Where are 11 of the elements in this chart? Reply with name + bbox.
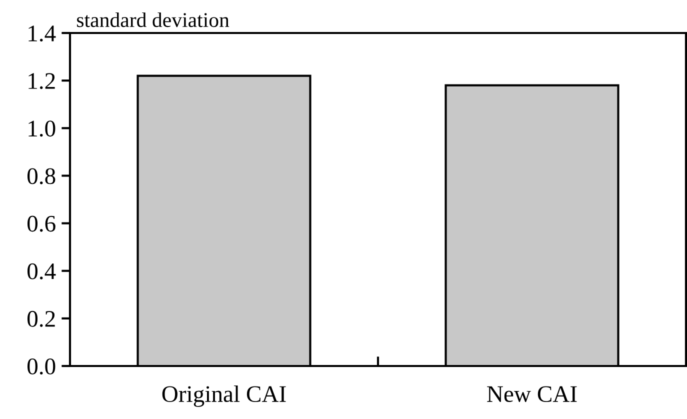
- x-tick-label: Original CAI: [162, 385, 286, 407]
- y-tick-label: 1.4: [28, 26, 56, 42]
- y-tick-label: 0.2: [27, 310, 55, 327]
- y-tick-label: 0.0: [27, 358, 56, 375]
- x-tick-label: New CAI: [487, 386, 577, 402]
- y-tick-label: 0.4: [27, 263, 56, 280]
- y-axis-title: standard deviation: [77, 12, 230, 28]
- y-tick-label: 0.8: [27, 168, 56, 184]
- y-tick-label: 1.2: [28, 73, 55, 90]
- y-tick-label: 1.0: [28, 120, 56, 137]
- y-tick-label: 0.6: [27, 216, 56, 232]
